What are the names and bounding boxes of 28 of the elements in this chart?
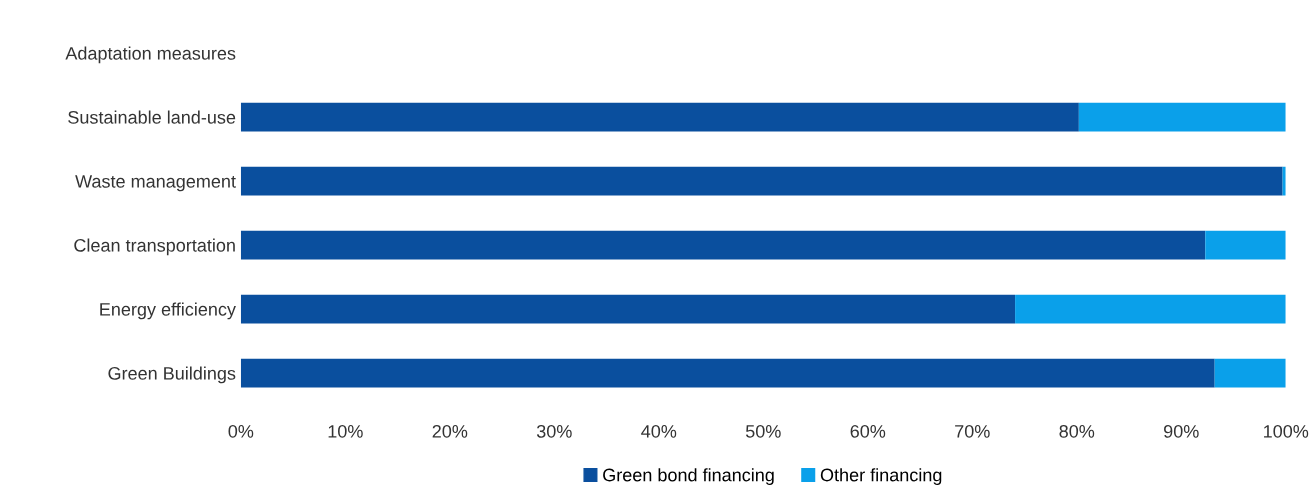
x-tick-label: 20% [432, 424, 468, 438]
bar [1078, 102, 1286, 132]
x-tick-label: 0% [228, 424, 254, 438]
bar [240, 102, 1079, 132]
x-tick-label: 50% [745, 424, 781, 438]
bar [240, 358, 1215, 388]
y-tick-label: Sustainable land-use [68, 110, 236, 124]
y-tick-label: Clean transportation [74, 238, 235, 256]
legend-label: Green bond financing [603, 468, 774, 485]
x-tick-label: 70% [955, 424, 990, 438]
legend-label: Other financing [820, 468, 942, 485]
x-tick-label: 10% [328, 424, 363, 438]
x-tick-label: 90% [1164, 424, 1199, 438]
bar [1205, 230, 1286, 260]
y-tick-label: Adaptation measures [65, 46, 236, 64]
bar [240, 230, 1206, 260]
y-tick-label: Green Buildings [108, 366, 236, 384]
bar [240, 294, 1016, 324]
y-tick-label: Energy efficiency [100, 302, 236, 320]
bar [1015, 294, 1286, 324]
x-tick-label: 100% [1264, 424, 1309, 438]
x-tick-label: 30% [536, 424, 572, 438]
x-tick-label: 80% [1059, 424, 1095, 438]
bar [240, 166, 1283, 196]
x-tick-label: 40% [641, 424, 677, 438]
bar [1214, 358, 1286, 388]
x-tick-label: 60% [850, 424, 886, 438]
y-tick-label: Waste management [75, 175, 236, 192]
